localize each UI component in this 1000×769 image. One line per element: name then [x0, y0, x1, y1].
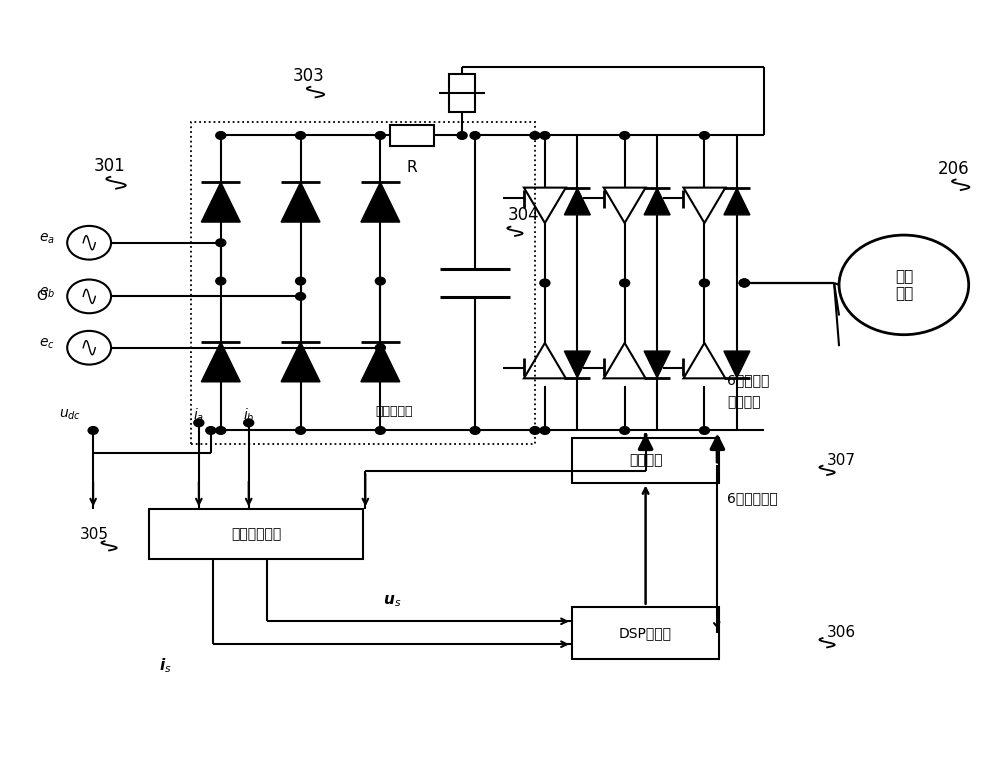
Circle shape — [375, 131, 385, 139]
Circle shape — [216, 131, 226, 139]
Circle shape — [216, 427, 226, 434]
Circle shape — [530, 427, 540, 434]
Polygon shape — [361, 342, 400, 382]
Text: $e_a$: $e_a$ — [39, 231, 55, 246]
Polygon shape — [644, 351, 670, 378]
Circle shape — [244, 419, 254, 427]
Circle shape — [739, 279, 749, 287]
Text: $u_{dc}$: $u_{dc}$ — [59, 408, 81, 422]
Text: $\boldsymbol{u}_s$: $\boldsymbol{u}_s$ — [383, 594, 402, 609]
Circle shape — [620, 131, 630, 139]
Circle shape — [530, 131, 540, 139]
Circle shape — [620, 427, 630, 434]
Polygon shape — [564, 188, 590, 215]
Text: 304: 304 — [508, 206, 540, 224]
Circle shape — [739, 279, 749, 287]
Circle shape — [375, 344, 385, 351]
Polygon shape — [281, 342, 320, 382]
Bar — [149, 509, 363, 559]
Text: 305: 305 — [80, 527, 109, 542]
Circle shape — [540, 279, 550, 287]
Circle shape — [699, 279, 709, 287]
Polygon shape — [201, 182, 240, 222]
Circle shape — [88, 427, 98, 434]
Circle shape — [540, 427, 550, 434]
Text: O: O — [36, 289, 47, 304]
Polygon shape — [644, 188, 670, 215]
Circle shape — [296, 427, 306, 434]
Circle shape — [699, 427, 709, 434]
Text: $e_c$: $e_c$ — [39, 337, 55, 351]
Circle shape — [470, 131, 480, 139]
Circle shape — [375, 427, 385, 434]
Text: $i_a$: $i_a$ — [193, 407, 204, 424]
Text: 驱动脉冲: 驱动脉冲 — [727, 395, 761, 409]
Polygon shape — [724, 188, 750, 215]
Circle shape — [540, 131, 550, 139]
Polygon shape — [201, 342, 240, 382]
Circle shape — [206, 427, 216, 434]
Circle shape — [296, 131, 306, 139]
Text: 异步
电机: 异步 电机 — [895, 268, 913, 301]
Circle shape — [375, 278, 385, 285]
Circle shape — [620, 279, 630, 287]
Bar — [191, 122, 535, 444]
Polygon shape — [564, 351, 590, 378]
Circle shape — [296, 278, 306, 285]
Bar — [572, 607, 719, 659]
Text: DSP控制器: DSP控制器 — [619, 626, 672, 640]
Text: 6路逆变器: 6路逆变器 — [727, 374, 770, 388]
Polygon shape — [361, 182, 400, 222]
Circle shape — [216, 278, 226, 285]
Circle shape — [194, 419, 204, 427]
Text: 306: 306 — [827, 625, 856, 641]
Text: $\boldsymbol{i}_s$: $\boldsymbol{i}_s$ — [159, 657, 172, 675]
Text: 驱动电路: 驱动电路 — [629, 454, 662, 468]
Text: 三相占空比: 三相占空比 — [375, 404, 413, 418]
Text: 206: 206 — [938, 160, 970, 178]
Text: $e_b$: $e_b$ — [39, 285, 55, 300]
Bar — [390, 125, 434, 146]
Circle shape — [470, 427, 480, 434]
Text: 307: 307 — [827, 453, 856, 468]
Circle shape — [457, 131, 467, 139]
Text: 303: 303 — [293, 67, 324, 85]
Text: 6路开关信号: 6路开关信号 — [727, 491, 778, 505]
Circle shape — [296, 292, 306, 300]
Bar — [449, 74, 475, 112]
Circle shape — [739, 279, 749, 287]
Text: 301: 301 — [93, 158, 125, 175]
Text: R: R — [407, 160, 418, 175]
Text: 电压电流采样: 电压电流采样 — [231, 528, 281, 541]
Polygon shape — [281, 182, 320, 222]
Text: $i_b$: $i_b$ — [243, 407, 254, 424]
Circle shape — [699, 131, 709, 139]
Bar — [572, 438, 719, 483]
Circle shape — [216, 239, 226, 247]
Polygon shape — [724, 351, 750, 378]
